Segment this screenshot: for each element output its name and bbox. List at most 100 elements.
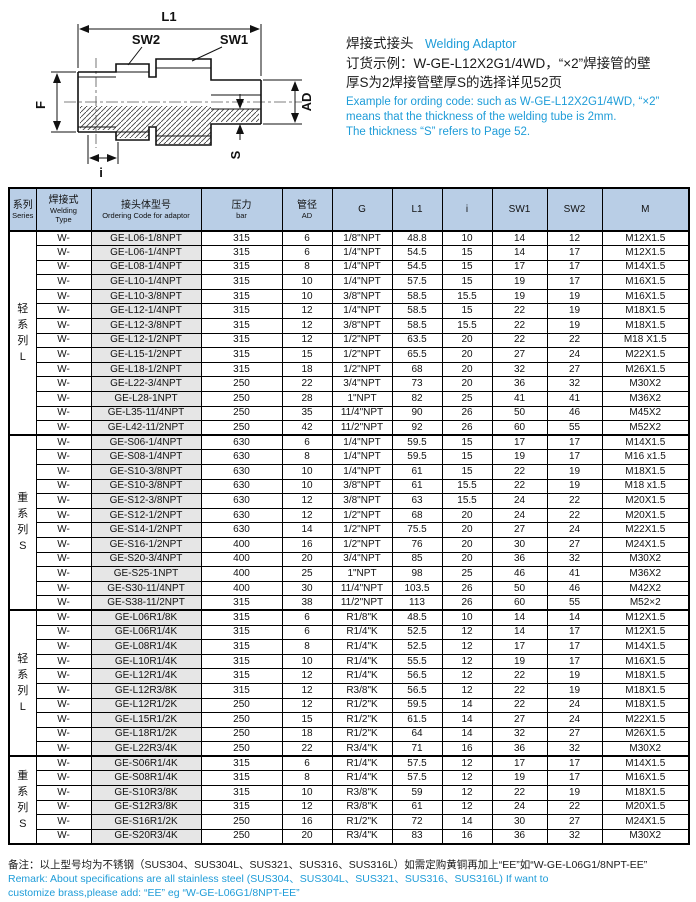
thread-m-cell: M12X1.5: [601, 609, 690, 626]
thread-m-cell: M22X1.5: [601, 347, 690, 363]
thread-m-cell: M52X2: [601, 420, 690, 436]
tube-od-ad-cell: 35: [281, 405, 333, 422]
ordering-code-cell: GE-S12-1/2NPT: [90, 507, 202, 524]
thread-g-cell: 3/4"NPT: [331, 551, 393, 568]
length-l1-cell: 52.5: [391, 639, 443, 655]
length-l1-cell: 73: [391, 376, 443, 393]
tube-od-ad-cell: 10: [281, 464, 333, 480]
sw1-cell: 27: [491, 712, 548, 728]
col-header-text: SW1: [508, 204, 531, 215]
pressure-bar-cell: 315: [200, 274, 283, 290]
tube-od-ad-cell: 12: [281, 303, 333, 320]
dim-i-cell: 20: [441, 376, 493, 393]
pressure-bar-cell: 630: [200, 478, 283, 495]
sw1-cell: 22: [491, 332, 548, 349]
thread-g-cell: R3/8"K: [331, 785, 393, 801]
length-l1-cell: 52.5: [391, 624, 443, 641]
thread-m-cell: M30X2: [601, 551, 690, 568]
col-header-pressure-bar: 压力 bar: [200, 187, 283, 232]
sw1-cell: 17: [491, 755, 548, 772]
col-header-text: bar: [236, 210, 247, 220]
dim-i-cell: 15: [441, 464, 493, 480]
pressure-bar-cell: 315: [200, 361, 283, 378]
ordering-code-cell: GE-L15-1/2NPT: [90, 347, 202, 363]
table-row: W- GE-L12-1/2NPT 315 12 1/2"NPT 63.5 20 22 22 M18…: [9, 332, 690, 349]
sw1-cell: 24: [491, 799, 548, 816]
ordering-code-cell: GE-L06R1/8K: [90, 609, 202, 626]
length-l1-cell: 68: [391, 361, 443, 378]
sw2-cell: 27: [546, 726, 603, 743]
thread-g-cell: R1/4"K: [331, 770, 393, 787]
table-row: W- GE-L28-1NPT 250 28 1"NPT 82 25 41 41 M36X2: [9, 391, 690, 407]
dim-i-cell: 15.5: [441, 478, 493, 495]
col-header-text: 管径: [297, 199, 317, 211]
tube-od-ad-cell: 8: [281, 770, 333, 787]
order-example-en-line1: Example for ording code: such as W-GE-L1…: [346, 96, 660, 108]
length-l1-cell: 57.5: [391, 770, 443, 787]
detail-lines: [78, 67, 261, 137]
sw2-cell: 55: [546, 420, 603, 436]
sw1-cell: 22: [491, 478, 548, 495]
sw1-cell: 50: [491, 405, 548, 422]
dim-i-cell: 12: [441, 770, 493, 787]
sw1-cell: 46: [491, 566, 548, 582]
tube-od-ad-cell: 6: [281, 624, 333, 641]
sw1-cell: 19: [491, 653, 548, 670]
pressure-bar-cell: 315: [200, 624, 283, 641]
table-row: 重系列 S W- GE-S06R1/4K 315 6 R1/4"K 57.5 12 17 17 M14…: [8, 755, 690, 845]
col-header-text: Type: [55, 215, 72, 224]
pressure-bar-cell: 630: [200, 449, 283, 465]
thread-m-cell: M18X1.5: [601, 464, 690, 480]
table-row: W- GE-L10R1/4K 315 10 R1/4"K 55.5 12 19 17 M16X1.…: [9, 653, 690, 670]
table-row: W- GE-S20-3/4NPT 400 20 3/4"NPT 85 20 36 32 M30X2: [9, 551, 690, 568]
tube-od-ad-cell: 10: [281, 288, 333, 305]
welding-type-cell: W-: [35, 464, 92, 480]
thread-m-cell: M18X1.5: [601, 318, 690, 334]
series-char: 系: [17, 508, 29, 521]
thread-m-cell: M12X1.5: [601, 624, 690, 641]
series-char: 轻: [17, 302, 29, 315]
welding-type-cell: W-: [35, 755, 92, 772]
dim-i-cell: 15: [441, 259, 493, 276]
welding-type-cell: W-: [35, 536, 92, 553]
thread-m-cell: M30X2: [601, 376, 690, 393]
thread-m-cell: M20X1.5: [601, 493, 690, 509]
pressure-bar-cell: 315: [200, 259, 283, 276]
length-l1-cell: 75.5: [391, 522, 443, 538]
sw2-cell: 27: [546, 536, 603, 553]
pressure-bar-cell: 315: [200, 288, 283, 305]
sw2-cell: 19: [546, 288, 603, 305]
thread-g-cell: 1/4"NPT: [331, 259, 393, 276]
welding-type-cell: W-: [35, 318, 92, 334]
dim-ad: [263, 79, 302, 125]
length-l1-cell: 59.5: [391, 697, 443, 714]
thread-g-cell: 11/4"NPT: [331, 405, 393, 422]
sw1-cell: 41: [491, 391, 548, 407]
sw2-cell: 19: [546, 464, 603, 480]
thread-g-cell: 3/8"NPT: [331, 493, 393, 509]
dim-label-l1: L1: [161, 9, 176, 24]
thread-g-cell: 1/2"NPT: [331, 347, 393, 363]
thread-g-cell: 11/2"NPT: [331, 595, 393, 611]
sw1-cell: 22: [491, 697, 548, 714]
tube-od-ad-cell: 12: [281, 332, 333, 349]
table-row: W- GE-L10-1/4NPT 315 10 1/4"NPT 57.5 15 19 17 M16…: [9, 274, 690, 290]
thread-g-cell: 1/4"NPT: [331, 245, 393, 261]
thread-m-cell: M30X2: [601, 741, 690, 757]
ordering-code-cell: GE-L12-3/8NPT: [90, 318, 202, 334]
thread-g-cell: 1/4"NPT: [331, 464, 393, 480]
tube-od-ad-cell: 20: [281, 828, 333, 845]
ordering-code-cell: GE-S20-3/4NPT: [90, 551, 202, 568]
dim-i-cell: 20: [441, 361, 493, 378]
sw2-cell: 19: [546, 785, 603, 801]
table-row: W- GE-L12R1/2K 250 12 R1/2"K 59.5 14 22 24 M18X1.…: [9, 697, 690, 714]
dim-i-cell: 20: [441, 332, 493, 349]
series-char: 系: [17, 668, 29, 681]
thread-m-cell: M18X1.5: [601, 697, 690, 714]
dim-i-cell: 12: [441, 624, 493, 641]
thread-m-cell: M22X1.5: [601, 522, 690, 538]
sw1-cell: 50: [491, 580, 548, 597]
table-row: W- GE-S20R3/4K 250 20 R3/4"K 83 16 36 32 M30X2: [9, 828, 690, 845]
dim-i-cell: 14: [441, 697, 493, 714]
